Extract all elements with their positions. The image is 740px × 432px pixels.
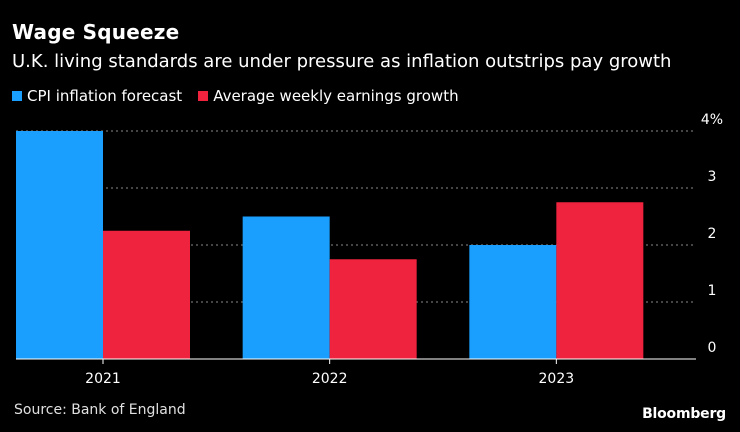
bar-cpi-2022 — [242, 216, 330, 359]
y-tick-label: 0 — [708, 340, 717, 356]
x-tick-label: 2022 — [312, 371, 348, 387]
y-tick-label: 3 — [708, 169, 717, 185]
chart-subtitle: U.K. living standards are under pressure… — [12, 51, 672, 72]
bar-earnings-2023 — [556, 202, 644, 359]
legend-label-earnings: Average weekly earnings growth — [213, 87, 459, 105]
x-tick-label: 2023 — [539, 371, 575, 387]
legend: CPI inflation forecast Average weekly ea… — [12, 87, 475, 105]
y-tick-label: 1 — [708, 283, 717, 299]
bar-earnings-2021 — [103, 230, 190, 359]
bloomberg-logo: Bloomberg — [642, 406, 726, 422]
legend-label-cpi: CPI inflation forecast — [27, 87, 183, 105]
bar-earnings-2022 — [329, 259, 417, 359]
legend-item-cpi: CPI inflation forecast — [12, 87, 182, 105]
legend-swatch-cpi — [12, 91, 22, 101]
bar-cpi-2023 — [469, 245, 557, 359]
legend-item-earnings: Average weekly earnings growth — [198, 87, 459, 105]
y-tick-label: 2 — [708, 226, 717, 242]
legend-swatch-earnings — [198, 91, 209, 101]
bar-cpi-2021 — [16, 131, 103, 359]
source-note: Source: Bank of England — [14, 402, 186, 418]
chart-title: Wage Squeeze — [12, 20, 180, 44]
y-tick-label: 4% — [701, 112, 723, 128]
x-tick-label: 2021 — [85, 371, 121, 387]
